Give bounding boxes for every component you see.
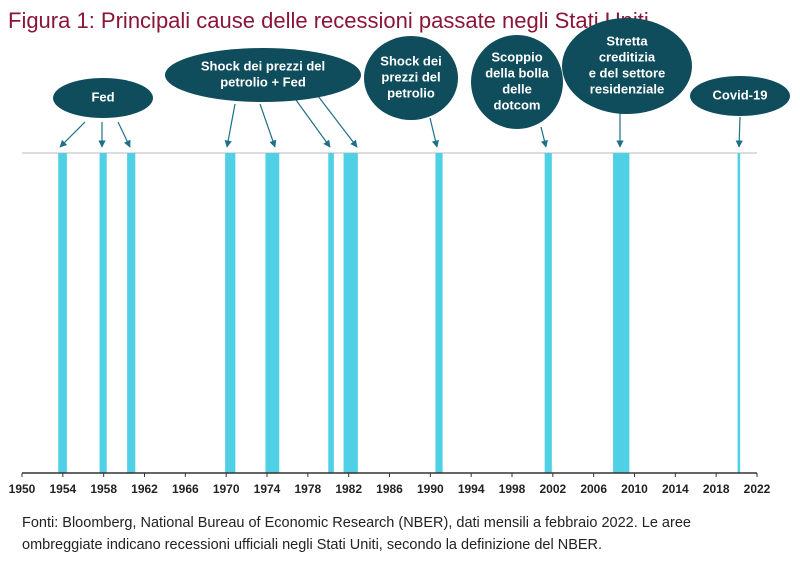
x-tick-label: 1974: [254, 482, 281, 496]
x-tick-label: 1982: [335, 482, 362, 496]
x-tick-label: 1978: [294, 482, 321, 496]
annotation-bubble: [690, 76, 790, 116]
annotation-bubble: [364, 36, 458, 120]
annotation-arrow: [117, 121, 131, 148]
x-tick-label: 1998: [499, 482, 526, 496]
annotation-text: della bolla: [485, 65, 549, 80]
x-tick-label: 1954: [49, 482, 76, 496]
annotation-text: prezzi del: [381, 69, 440, 84]
recession-bar: [737, 153, 741, 473]
annotation-bubble: [471, 35, 563, 129]
footnote: Fonti: Bloomberg, National Bureau of Eco…: [22, 515, 691, 531]
annotation-arrow: [429, 117, 439, 148]
annotation-arrow: [540, 126, 548, 148]
annotation-text: Stretta: [606, 33, 648, 48]
chart-title: Figura 1: Principali cause delle recessi…: [8, 8, 649, 33]
annotation-text: petrolio: [387, 85, 435, 100]
annotation-text: Fed: [91, 89, 114, 104]
recession-bar: [127, 153, 136, 473]
x-tick-label: 2018: [703, 482, 730, 496]
annotation-text: dotcom: [494, 97, 541, 112]
x-tick-label: 1966: [172, 482, 199, 496]
x-tick-label: 2006: [580, 482, 607, 496]
recession-bar: [435, 153, 443, 473]
annotation-text: petrolio + Fed: [220, 74, 306, 89]
annotation-text: Shock dei: [380, 53, 441, 68]
recession-bar: [225, 153, 236, 473]
annotation-arrow: [317, 95, 358, 148]
annotation-arrow: [59, 121, 86, 148]
x-tick-label: 1962: [131, 482, 158, 496]
annotation-bubble: [53, 78, 153, 118]
annotation-text: creditizia: [599, 49, 656, 64]
recession-bar: [343, 153, 358, 473]
annotation-bubble: [562, 18, 692, 114]
recession-bar: [613, 153, 630, 473]
x-tick-label: 2002: [539, 482, 566, 496]
x-tick-label: 1994: [458, 482, 485, 496]
annotation-text: Shock dei prezzi del: [201, 58, 325, 73]
recession-bar: [328, 153, 334, 473]
x-tick-label: 1950: [9, 482, 36, 496]
annotation-text: Scoppio: [491, 49, 542, 64]
footnote: ombreggiate indicano recessioni ufficial…: [22, 537, 602, 553]
recession-bar: [58, 153, 67, 473]
annotation-text: Covid-19: [713, 87, 768, 102]
recession-bar: [265, 153, 280, 473]
annotation-arrow: [735, 116, 743, 148]
x-tick-label: 1986: [376, 482, 403, 496]
annotation-bubble: [165, 48, 361, 102]
annotation-text: residenziale: [590, 81, 664, 96]
annotation-arrow: [224, 103, 236, 148]
annotation-text: e del settore: [589, 65, 666, 80]
x-tick-label: 2010: [621, 482, 648, 496]
annotation-arrow: [259, 103, 277, 148]
annotation-text: delle: [502, 81, 532, 96]
x-tick-label: 2014: [662, 482, 689, 496]
x-tick-label: 1970: [213, 482, 240, 496]
recession-bar: [544, 153, 552, 473]
x-tick-label: 1958: [90, 482, 117, 496]
x-tick-label: 2022: [744, 482, 771, 496]
x-tick-label: 1990: [417, 482, 444, 496]
annotation-arrow: [295, 99, 331, 148]
recession-bar: [99, 153, 107, 473]
